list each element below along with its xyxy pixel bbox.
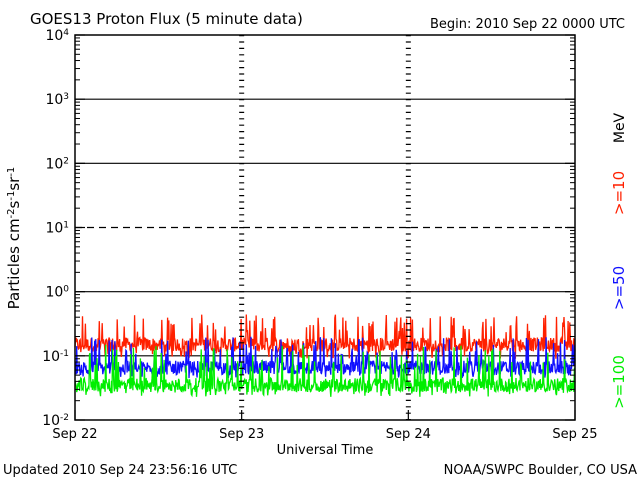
- series-layer: [74, 314, 576, 398]
- x-tick-label: Sep 25: [552, 427, 597, 442]
- y-tick-label: 10-1: [42, 349, 69, 365]
- x-tick-label: Sep 24: [386, 427, 431, 442]
- y-axis-ticks: 10-2 10-1 100 101 102 103 104: [42, 28, 575, 429]
- series-line: [74, 314, 576, 360]
- chart-title: GOES13 Proton Flux (5 minute data): [30, 10, 303, 28]
- legend: MeV >=10 >=50 >=100: [610, 112, 628, 408]
- y-tick-label: 10-2: [42, 413, 69, 429]
- y-tick-label: 101: [45, 221, 69, 237]
- x-tick-label: Sep 23: [219, 427, 264, 442]
- updated-time: Updated 2010 Sep 24 23:56:16 UTC: [3, 463, 237, 478]
- y-tick-label: 102: [45, 156, 69, 172]
- y-tick-label: 103: [45, 92, 69, 108]
- reference-lines: [75, 98, 575, 357]
- legend-item: >=100: [610, 355, 628, 409]
- series-line: [74, 344, 576, 398]
- minor-ticks: [239, 35, 411, 420]
- y-axis-label: Particles cm-2s-1sr-1: [5, 167, 23, 310]
- x-axis-label: Universal Time: [277, 443, 374, 458]
- x-tick-label: Sep 22: [52, 427, 97, 442]
- legend-unit: MeV: [612, 112, 628, 143]
- y-tick-label: 100: [45, 285, 69, 301]
- x-axis-ticks: Sep 22 Sep 23 Sep 24 Sep 25: [52, 410, 598, 442]
- legend-item: >=50: [610, 266, 628, 310]
- data-source: NOAA/SWPC Boulder, CO USA: [444, 463, 637, 478]
- begin-time: Begin: 2010 Sep 22 0000 UTC: [430, 17, 625, 32]
- legend-item: >=10: [610, 171, 628, 215]
- y-tick-label: 104: [45, 28, 69, 44]
